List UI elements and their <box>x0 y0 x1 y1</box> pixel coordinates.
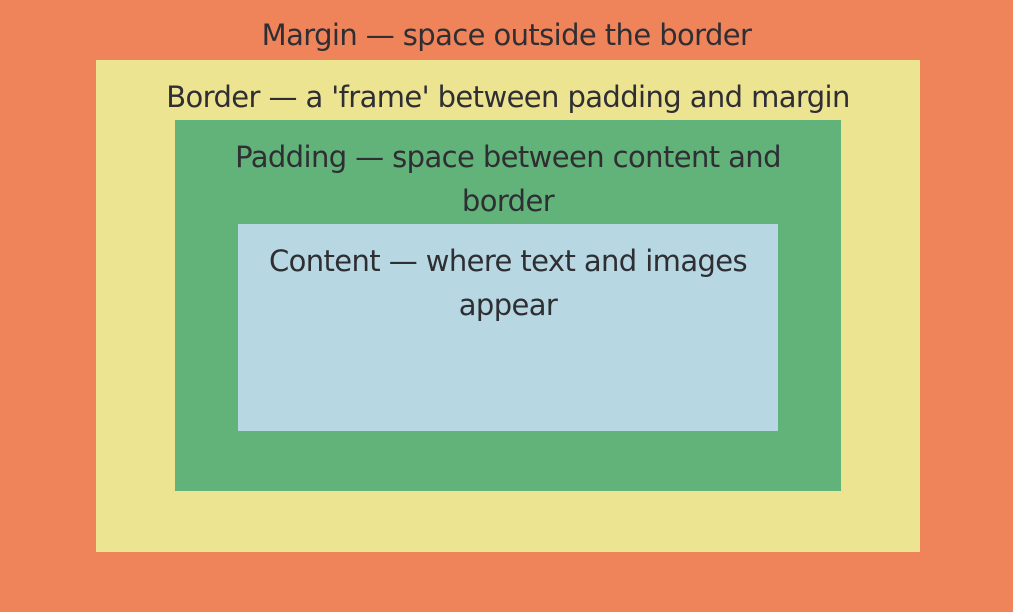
margin-label: Margin — space outside the border <box>261 18 752 52</box>
content-box <box>238 224 778 431</box>
padding-label: Padding — space between content and bord… <box>235 140 781 218</box>
border-label: Border — a 'frame' between padding and m… <box>166 80 850 114</box>
content-label: Content — where text and images appear <box>268 244 748 322</box>
